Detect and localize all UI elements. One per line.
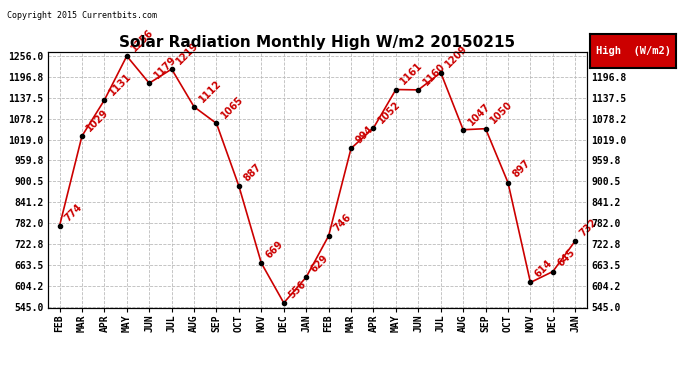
Text: 645: 645 xyxy=(555,248,577,269)
Text: 1052: 1052 xyxy=(376,99,402,125)
Text: 1050: 1050 xyxy=(489,100,515,126)
Text: 1029: 1029 xyxy=(85,107,111,133)
Text: 1160: 1160 xyxy=(421,61,447,87)
Text: 774: 774 xyxy=(62,202,83,223)
Text: Copyright 2015 Currentbits.com: Copyright 2015 Currentbits.com xyxy=(7,11,157,20)
Text: 1256: 1256 xyxy=(130,27,156,53)
Text: 994: 994 xyxy=(354,124,375,146)
Title: Solar Radiation Monthly High W/m2 20150215: Solar Radiation Monthly High W/m2 201502… xyxy=(119,35,515,50)
Text: 897: 897 xyxy=(511,158,532,180)
Text: 1131: 1131 xyxy=(107,71,133,98)
Text: 614: 614 xyxy=(533,258,555,280)
Text: 1112: 1112 xyxy=(197,78,223,104)
Text: 1219: 1219 xyxy=(175,40,201,66)
Text: 1065: 1065 xyxy=(219,94,246,121)
Text: 556: 556 xyxy=(286,279,308,300)
Text: 669: 669 xyxy=(264,239,286,260)
Text: 746: 746 xyxy=(331,212,353,233)
Text: 887: 887 xyxy=(241,162,264,183)
Text: 732: 732 xyxy=(578,217,600,238)
Text: 1161: 1161 xyxy=(399,61,425,87)
Text: 1209: 1209 xyxy=(444,44,470,70)
Text: 1179: 1179 xyxy=(152,54,178,80)
Text: 629: 629 xyxy=(309,253,331,274)
Text: High  (W/m2): High (W/m2) xyxy=(595,46,671,56)
Text: 1047: 1047 xyxy=(466,101,492,127)
